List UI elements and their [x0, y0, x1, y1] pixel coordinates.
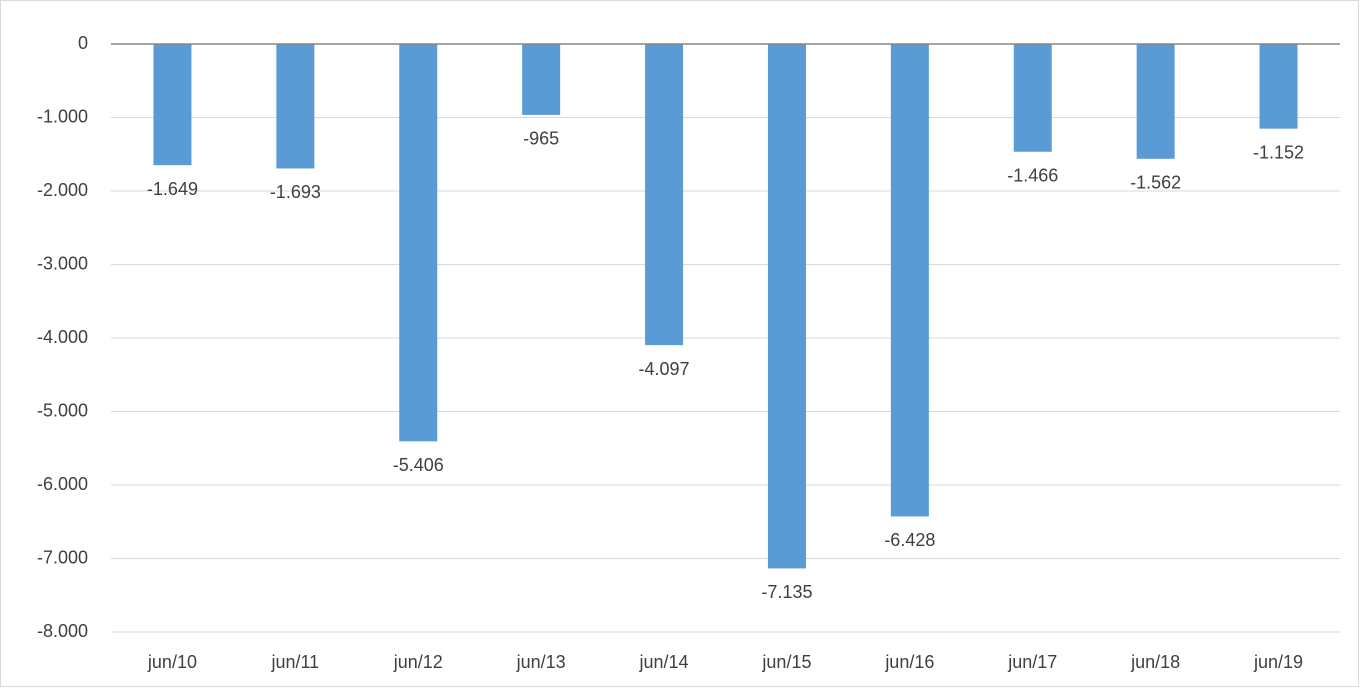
y-tick-label: -6.000 [37, 474, 88, 494]
y-tick-label: -4.000 [37, 327, 88, 347]
y-tick-label: -3.000 [37, 253, 88, 273]
data-label: -1.693 [270, 182, 321, 202]
y-tick-label: -8.000 [37, 621, 88, 641]
x-tick-label: jun/15 [761, 652, 811, 672]
data-label: -1.152 [1253, 142, 1304, 162]
y-tick-label: -1.000 [37, 106, 88, 126]
y-tick-label: -5.000 [37, 400, 88, 420]
y-tick-label: -2.000 [37, 180, 88, 200]
x-tick-label: jun/11 [270, 652, 319, 672]
x-tick-label: jun/12 [393, 652, 443, 672]
bar [1136, 44, 1175, 159]
data-label: -5.406 [393, 455, 444, 475]
bar [399, 44, 438, 442]
x-tick-label: jun/14 [639, 652, 689, 672]
x-tick-label: jun/17 [1007, 652, 1057, 672]
x-tick-label: jun/18 [1130, 652, 1180, 672]
bar [522, 44, 561, 115]
data-label: -4.097 [639, 359, 690, 379]
x-tick-label: jun/16 [884, 652, 934, 672]
bar [1259, 44, 1298, 129]
bar [276, 44, 315, 169]
data-label: -7.135 [761, 582, 812, 602]
x-tick-label: jun/13 [516, 652, 566, 672]
data-label: -1.649 [147, 179, 198, 199]
data-label: -1.562 [1130, 173, 1181, 193]
bar [153, 44, 192, 166]
y-tick-label: -7.000 [37, 547, 88, 567]
data-label: -965 [523, 129, 559, 149]
data-label: -6.428 [884, 530, 935, 550]
x-tick-label: jun/19 [1253, 652, 1303, 672]
bar [1013, 44, 1052, 152]
x-tick-label: jun/10 [147, 652, 197, 672]
y-tick-label: 0 [78, 33, 88, 53]
bar [767, 44, 806, 569]
data-label: -1.466 [1007, 166, 1058, 186]
bar [890, 44, 929, 517]
bar [645, 44, 684, 346]
